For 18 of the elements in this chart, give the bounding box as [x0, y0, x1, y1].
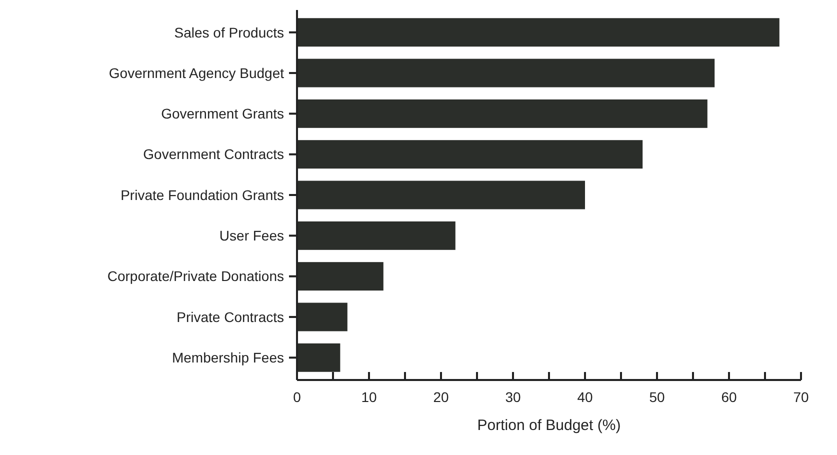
y-tick-label: Private Foundation Grants — [120, 186, 284, 203]
x-tick-label: 10 — [361, 389, 377, 405]
y-tick-label: Membership Fees — [172, 350, 284, 366]
x-axis-title: Portion of Budget (%) — [477, 417, 621, 434]
y-tick-label: Government Contracts — [143, 146, 284, 162]
y-tick-label: User Fees — [219, 228, 284, 244]
x-tick-label: 40 — [577, 389, 593, 405]
y-tick-label: Government Agency Budget — [108, 64, 284, 81]
x-tick-label: 30 — [505, 389, 521, 405]
x-tick-label: 0 — [293, 389, 302, 405]
y-tick-label: Government Grants — [161, 106, 284, 122]
y-tick-label: Corporate/Private Donations — [107, 268, 284, 284]
y-tick-label: Sales of Products — [174, 24, 284, 40]
x-tick-label: 60 — [721, 389, 737, 405]
y-tick-label: Private Contracts — [176, 308, 284, 325]
x-tick-label: 50 — [649, 389, 665, 405]
x-tick-label: 20 — [433, 389, 449, 405]
x-tick-label: 70 — [793, 389, 809, 405]
